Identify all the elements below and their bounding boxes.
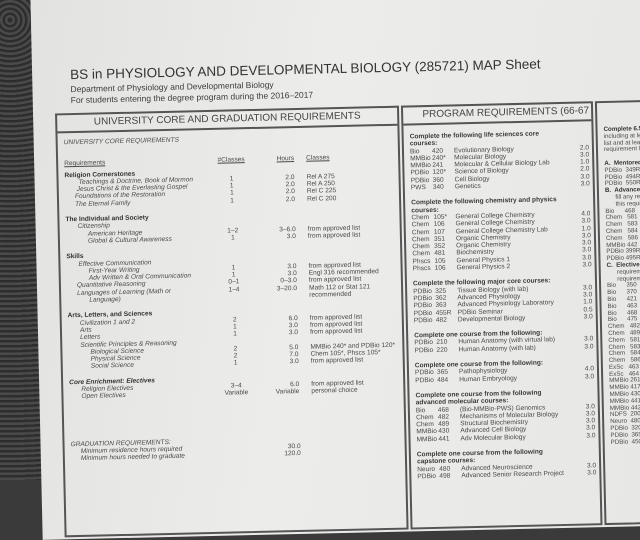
classes: recommended xyxy=(309,290,352,299)
grad-label: Minimum hours needed to graduate xyxy=(80,452,186,463)
course-hours: 3.0 xyxy=(583,313,593,321)
col-hours: Hours xyxy=(276,155,295,163)
university-core-body: UNIVERSITY CORE REQUIREMENTS Requirement… xyxy=(57,126,405,469)
course-number: 106 xyxy=(434,264,446,272)
hours: 2.0 xyxy=(285,195,296,204)
elective-line: PDBio 450 xyxy=(610,437,640,446)
course-hours: 3.0 xyxy=(584,343,594,351)
classes: personal choice xyxy=(311,386,358,396)
course-dept: PDBio xyxy=(413,316,433,325)
course-title: General Physics 2 xyxy=(456,263,511,272)
map-sheet-paper: BS in PHYSIOLOGY AND DEVELOPMENTAL BIOLO… xyxy=(30,0,640,540)
page-title: BS in PHYSIOLOGY AND DEVELOPMENTAL BIOLO… xyxy=(69,56,541,83)
course-hours: 3.0 xyxy=(587,469,597,477)
classes: Rel C 200 xyxy=(306,194,337,203)
requirement-name: Language) xyxy=(89,296,121,304)
course-dept: PDBio xyxy=(414,346,434,355)
col-classes-count: #Classes xyxy=(217,156,245,165)
requirement-rows: Religion Cornerstones Teachings & Doctrin… xyxy=(64,164,397,400)
course-title: Adv Molecular Biology xyxy=(460,433,526,443)
col-classes: Classes xyxy=(306,154,330,163)
course-title: Human Embryology xyxy=(459,374,518,383)
course-hours: 3.0 xyxy=(584,372,595,381)
classes: from approved list xyxy=(310,356,364,366)
requirement-name: Social Science xyxy=(90,362,135,371)
course-hours: 3.0 xyxy=(582,261,592,269)
col-requirements: Requirements xyxy=(64,159,106,168)
course-dept: MMBio xyxy=(416,435,438,444)
classes-count: 1 xyxy=(230,197,234,205)
course-dept: PDBio xyxy=(417,472,437,481)
classes-count: 1 xyxy=(230,234,235,242)
course-title: Human Anatomy (with lab) xyxy=(458,344,536,354)
hours: Variable xyxy=(275,388,300,396)
hours: 3.0 xyxy=(286,233,296,241)
elective-line: requirement list. xyxy=(603,145,640,154)
grad-hours: 120.0 xyxy=(284,450,301,458)
program-requirements-body: Complete the following life sciences cor… xyxy=(404,129,600,486)
course-title: Developmental Biology xyxy=(457,314,526,324)
course-title: Genetics xyxy=(454,182,481,191)
program-requirements-panel: PROGRAM REQUIREMENTS (66-67 Complete the… xyxy=(400,101,603,530)
course-number: 498 xyxy=(439,472,451,480)
course-number: 340 xyxy=(432,183,444,191)
classes-count: Variable xyxy=(224,389,249,398)
course-dept: PWS xyxy=(410,184,426,192)
core-requirements-subheading: UNIVERSITY CORE REQUIREMENTS xyxy=(63,136,180,147)
course-number: 482 xyxy=(435,316,447,324)
course-title: Advanced Senior Research Project xyxy=(461,469,565,480)
requirement-name: The Eternal Family xyxy=(75,199,131,208)
hours: 3.0 xyxy=(289,358,299,366)
course-hours: 3.0 xyxy=(586,431,596,440)
course-number: 484 xyxy=(437,376,449,384)
course-dept: Phscs xyxy=(412,265,431,273)
university-core-panel: UNIVERSITY CORE AND GRADUATION REQUIREME… xyxy=(55,105,409,538)
classes: from approved list xyxy=(307,231,361,240)
course-hours: 3.0 xyxy=(580,180,590,188)
electives-panel: PROGRAM REQUIREMENTS (66-67 Complete 6.5… xyxy=(594,98,640,526)
course-number: 441 xyxy=(438,435,450,443)
classes-count: 1 xyxy=(233,359,238,367)
program-requirements-heading: PROGRAM REQUIREMENTS (66-67 xyxy=(402,103,592,126)
course-number: 220 xyxy=(436,346,448,354)
requirement-name: Open Electives xyxy=(81,392,126,401)
course-dept: PDBio xyxy=(415,376,434,384)
